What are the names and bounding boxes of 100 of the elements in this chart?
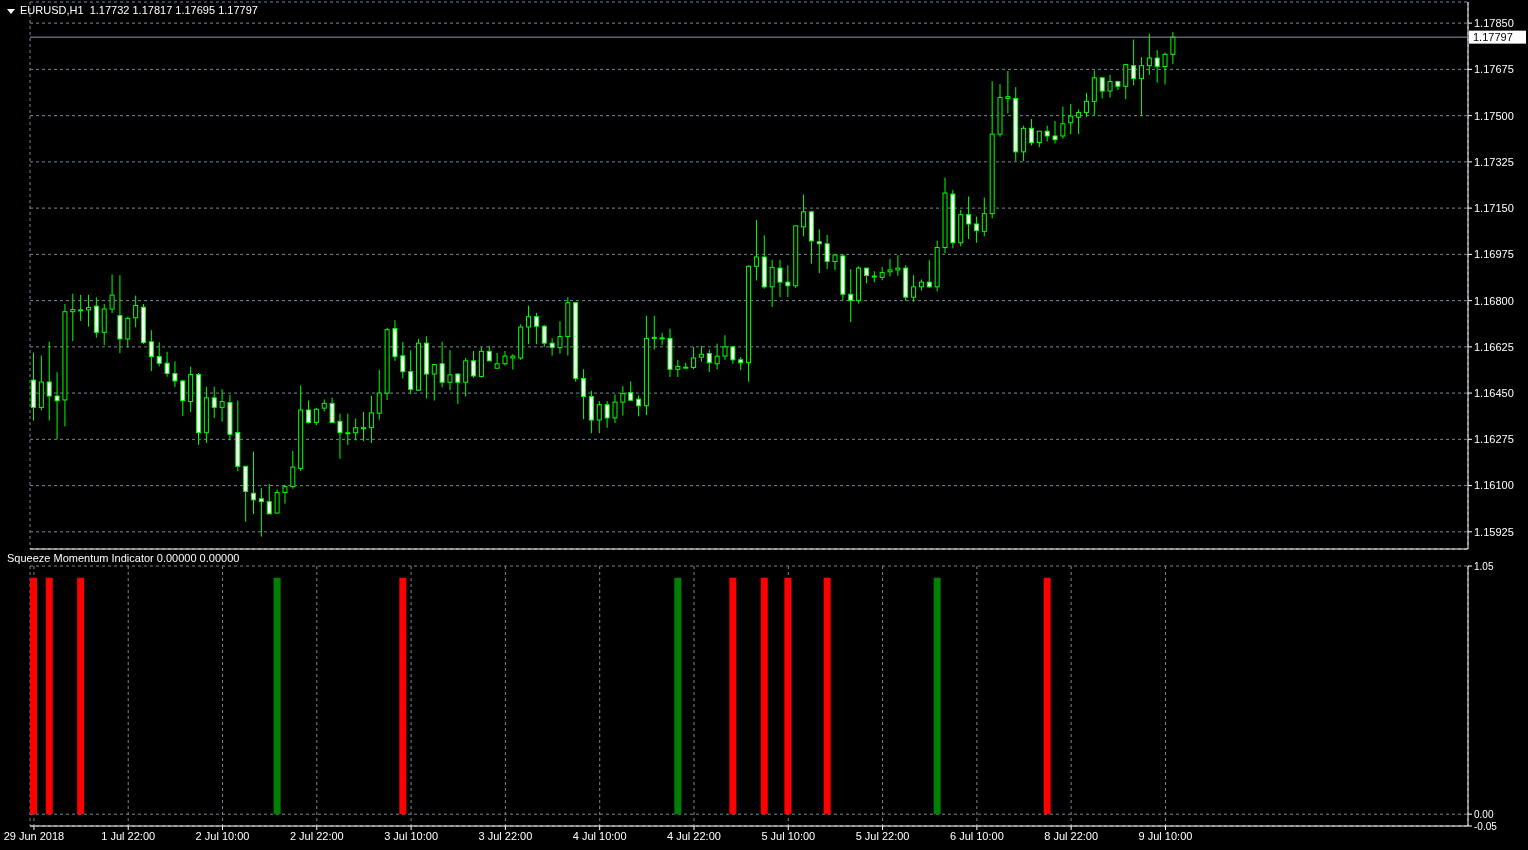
candlestick xyxy=(541,324,547,348)
candlestick xyxy=(345,413,351,446)
candlestick xyxy=(455,372,461,405)
y-tick-label: 1.17850 xyxy=(1474,17,1514,30)
x-tick-label: 2 Jul 10:00 xyxy=(195,829,250,842)
y-tick-label: 1.17500 xyxy=(1474,109,1514,122)
x-tick-label: 9 Jul 10:00 xyxy=(1138,829,1193,842)
candlestick xyxy=(431,364,437,401)
candlestick xyxy=(133,295,139,328)
candlestick xyxy=(777,259,783,298)
candlestick xyxy=(400,341,406,380)
candlestick xyxy=(612,393,618,424)
candlestick xyxy=(1021,125,1027,162)
candlestick xyxy=(494,352,500,369)
x-tick-label: 3 Jul 22:00 xyxy=(478,829,533,842)
candlestick xyxy=(211,386,217,419)
candlestick xyxy=(266,483,272,515)
candlestick xyxy=(1123,63,1129,100)
candlestick xyxy=(329,397,335,423)
candlestick xyxy=(1154,49,1160,84)
x-tick-label: 5 Jul 10:00 xyxy=(761,829,816,842)
candlestick xyxy=(1146,33,1152,76)
candlestick xyxy=(148,329,154,372)
candlestick xyxy=(251,450,257,515)
x-tick-label: 6 Jul 10:00 xyxy=(949,829,1004,842)
candlestick xyxy=(1091,69,1097,116)
candlestick xyxy=(753,219,759,282)
candlestick xyxy=(651,315,657,350)
candlestick xyxy=(848,268,854,323)
y-tick-label: 1.16450 xyxy=(1474,387,1514,399)
y-tick-label: 1.16800 xyxy=(1474,294,1514,307)
x-tick-label: 2 Jul 22:00 xyxy=(289,829,344,842)
candlestick xyxy=(447,349,453,391)
chart-title: EURUSD,H1 1.17732 1.17817 1.17695 1.17797 xyxy=(20,4,258,17)
y-tick-label: 1.16625 xyxy=(1474,340,1514,353)
candlestick xyxy=(911,274,917,303)
candlestick xyxy=(376,369,382,421)
y-tick-label: 1.17675 xyxy=(1474,63,1514,76)
candlestick xyxy=(895,254,901,277)
candlestick xyxy=(581,368,587,420)
candlestick xyxy=(549,337,555,357)
candlestick xyxy=(706,348,712,373)
y-tick-label: 1.16975 xyxy=(1474,248,1514,261)
candlestick xyxy=(125,316,131,348)
candlestick xyxy=(1107,74,1113,98)
candlestick xyxy=(981,197,987,237)
candlestick xyxy=(70,293,76,342)
candlestick xyxy=(337,413,343,460)
candlestick xyxy=(86,294,92,327)
x-tick-label: 5 Jul 22:00 xyxy=(855,829,910,842)
candlestick xyxy=(180,379,186,417)
candlestick xyxy=(1052,120,1058,144)
candlestick xyxy=(219,388,225,423)
candlestick xyxy=(588,390,594,434)
candlestick xyxy=(109,273,115,314)
candlestick xyxy=(659,332,665,346)
x-tick-label: 3 Jul 10:00 xyxy=(384,829,439,842)
candlestick xyxy=(1060,106,1066,140)
candlestick xyxy=(1028,118,1034,146)
y-tick-label: 1.17325 xyxy=(1474,155,1514,168)
candlestick xyxy=(1138,56,1144,117)
x-tick-label: 4 Jul 10:00 xyxy=(572,829,627,842)
y-tick-label: 1.17150 xyxy=(1474,202,1514,215)
candlestick xyxy=(471,350,477,379)
candlestick xyxy=(816,228,822,274)
candlestick xyxy=(926,259,932,289)
candlestick xyxy=(101,303,107,346)
candlestick xyxy=(361,411,367,442)
candlestick xyxy=(785,264,791,298)
candlestick xyxy=(1162,51,1168,85)
y-tick-label: -0.05 xyxy=(1474,820,1498,832)
candlestick xyxy=(620,385,626,417)
candlestick xyxy=(557,320,563,355)
candlestick xyxy=(604,400,610,429)
candlestick xyxy=(801,194,807,237)
candlestick xyxy=(832,253,838,271)
candlestick xyxy=(887,258,893,278)
y-tick-label: 0.00 xyxy=(1474,808,1494,820)
candlestick xyxy=(78,294,84,322)
candlestick xyxy=(533,312,539,345)
candlestick xyxy=(368,395,374,444)
x-tick-label: 8 Jul 22:00 xyxy=(1044,829,1099,842)
candlestick xyxy=(526,305,532,345)
candlestick xyxy=(463,357,469,398)
candlestick xyxy=(1083,92,1089,118)
candlestick xyxy=(258,487,264,538)
candlestick xyxy=(54,371,60,440)
x-tick-label: 1 Jul 22:00 xyxy=(101,829,156,842)
ref-line-label: 1.17797 xyxy=(1473,31,1513,44)
y-tick-label: 1.16275 xyxy=(1474,433,1514,446)
candlestick xyxy=(966,195,972,240)
candlestick xyxy=(722,334,728,361)
candlestick xyxy=(117,274,123,354)
y-tick-label: 1.05 xyxy=(1474,560,1494,572)
candlestick xyxy=(1076,108,1082,135)
x-tick-label: 4 Jul 22:00 xyxy=(667,829,721,842)
candlestick xyxy=(1131,39,1137,86)
candlestick xyxy=(274,489,280,514)
candlestick xyxy=(636,394,642,417)
candlestick xyxy=(439,341,445,388)
